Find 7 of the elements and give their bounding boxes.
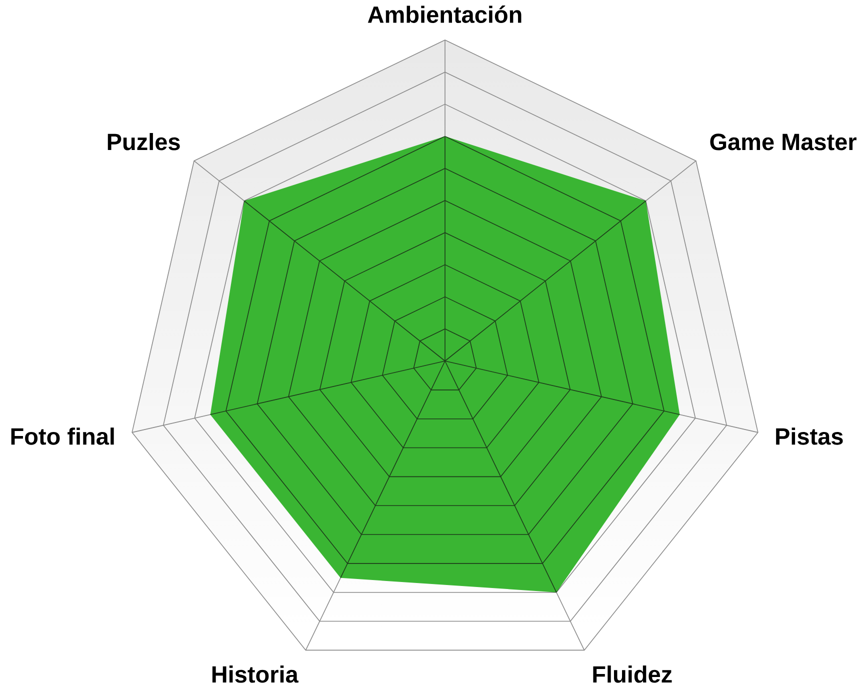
spoke-label: Ambientación [368, 6, 522, 23]
spoke-label: Puzles [108, 133, 180, 150]
spoke-label: Pistas [776, 428, 843, 445]
spoke-label: Game Master [710, 134, 856, 150]
spoke-label: Foto final [11, 428, 114, 445]
spoke-label: Historia [212, 666, 299, 683]
spoke-label: Fluidez [593, 666, 672, 683]
